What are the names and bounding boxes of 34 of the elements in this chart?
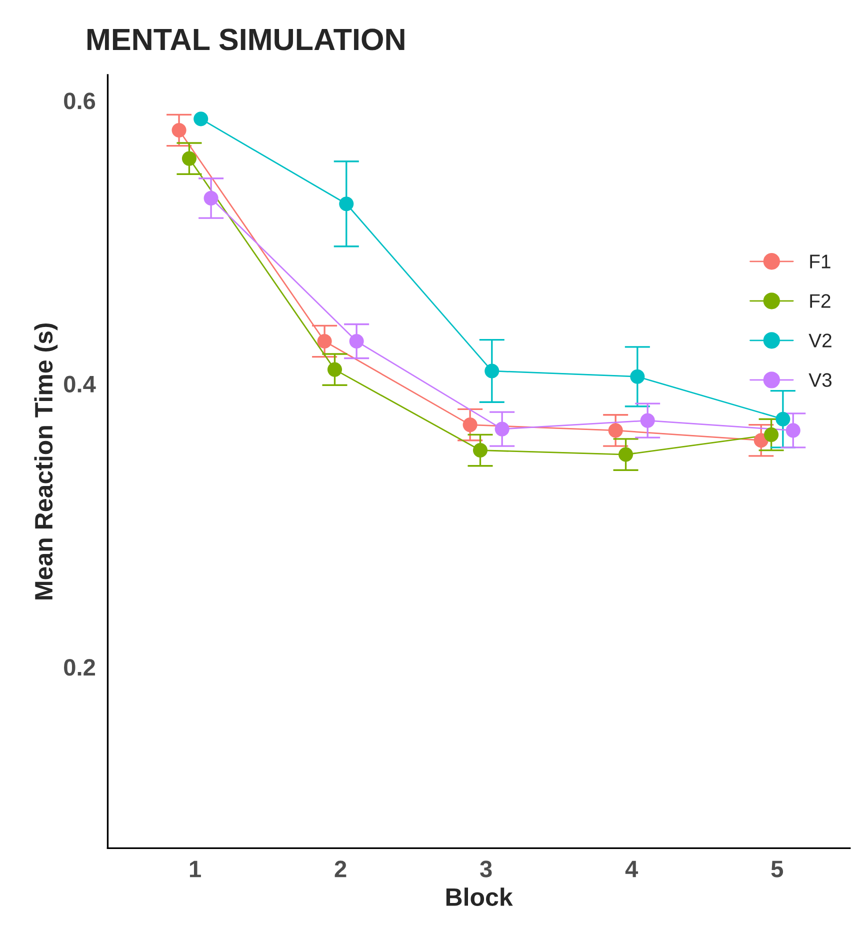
x-tick-label: 2: [334, 860, 346, 878]
point: [462, 418, 478, 432]
point: [349, 334, 364, 349]
point: [618, 447, 634, 462]
point: [204, 190, 218, 206]
legend-label: F1: [810, 254, 830, 268]
y-axis-title: Mean Reaction Time (s): [34, 323, 58, 600]
legend-label: F2: [810, 294, 830, 308]
point: [339, 196, 354, 212]
x-tick-label: 3: [480, 860, 492, 878]
y-tick-label: 0.2: [64, 659, 95, 676]
point: [172, 122, 186, 138]
point: [194, 112, 208, 126]
chart-title: MENTAL SIMULATION: [88, 28, 404, 50]
point: [484, 364, 500, 378]
point: [608, 423, 623, 438]
point: [494, 422, 510, 436]
x-axis-title: Block: [446, 888, 513, 906]
point: [764, 427, 779, 442]
x-tick-label: 5: [771, 860, 784, 878]
point: [786, 423, 800, 438]
y-tick-label: 0.6: [64, 92, 96, 110]
y-tick-label: 0.4: [64, 376, 96, 393]
point: [472, 443, 488, 458]
legend-label: V3: [808, 373, 832, 387]
point: [776, 412, 790, 426]
x-tick-label: 1: [190, 860, 201, 878]
legend-label: V2: [808, 334, 832, 348]
point: [630, 369, 645, 384]
point: [327, 362, 342, 377]
point: [317, 334, 332, 349]
x-tick-label: 4: [625, 860, 638, 878]
point: [182, 151, 197, 166]
point: [640, 413, 655, 428]
